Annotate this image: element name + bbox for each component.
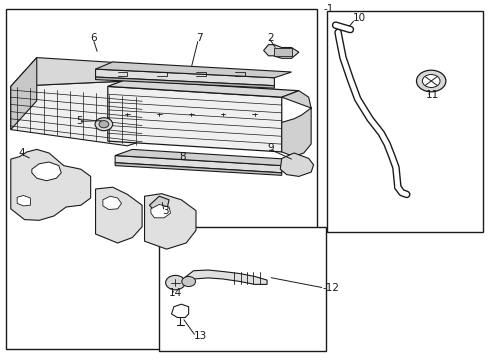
Circle shape (99, 121, 109, 128)
Polygon shape (145, 194, 196, 249)
Polygon shape (115, 156, 282, 173)
Text: -1: -1 (323, 4, 334, 14)
Text: 11: 11 (425, 90, 439, 100)
Text: 8: 8 (179, 152, 186, 162)
Text: 13: 13 (194, 330, 207, 341)
Polygon shape (274, 48, 292, 56)
Text: -12: -12 (322, 283, 340, 293)
Polygon shape (115, 163, 282, 175)
Polygon shape (11, 149, 91, 220)
Bar (6, 9, 317, 349)
Polygon shape (108, 80, 299, 97)
Circle shape (422, 75, 440, 87)
Bar (327, 11, 483, 232)
Bar (159, 227, 326, 351)
Polygon shape (17, 195, 30, 206)
Polygon shape (280, 153, 314, 176)
Text: 10: 10 (353, 13, 366, 23)
Polygon shape (11, 81, 142, 146)
Polygon shape (11, 58, 37, 130)
Polygon shape (115, 149, 298, 166)
Text: 9: 9 (267, 143, 274, 153)
Polygon shape (151, 204, 171, 218)
Text: 14: 14 (169, 288, 182, 298)
Polygon shape (11, 58, 152, 86)
Circle shape (182, 276, 196, 287)
Polygon shape (149, 196, 169, 212)
Polygon shape (32, 162, 61, 181)
Polygon shape (282, 91, 311, 157)
Polygon shape (96, 62, 292, 78)
Text: 7: 7 (196, 33, 203, 43)
Polygon shape (264, 45, 299, 58)
Circle shape (95, 118, 113, 131)
Polygon shape (96, 69, 274, 86)
Polygon shape (96, 77, 274, 88)
Polygon shape (96, 187, 142, 243)
Text: 3: 3 (162, 206, 169, 216)
Text: 5: 5 (76, 116, 83, 126)
Circle shape (166, 275, 185, 290)
Polygon shape (185, 270, 267, 284)
Polygon shape (108, 86, 282, 152)
Circle shape (416, 70, 446, 92)
Text: 4: 4 (19, 148, 25, 158)
Polygon shape (103, 196, 122, 210)
Text: 2: 2 (267, 33, 274, 43)
Text: 6: 6 (91, 33, 98, 43)
